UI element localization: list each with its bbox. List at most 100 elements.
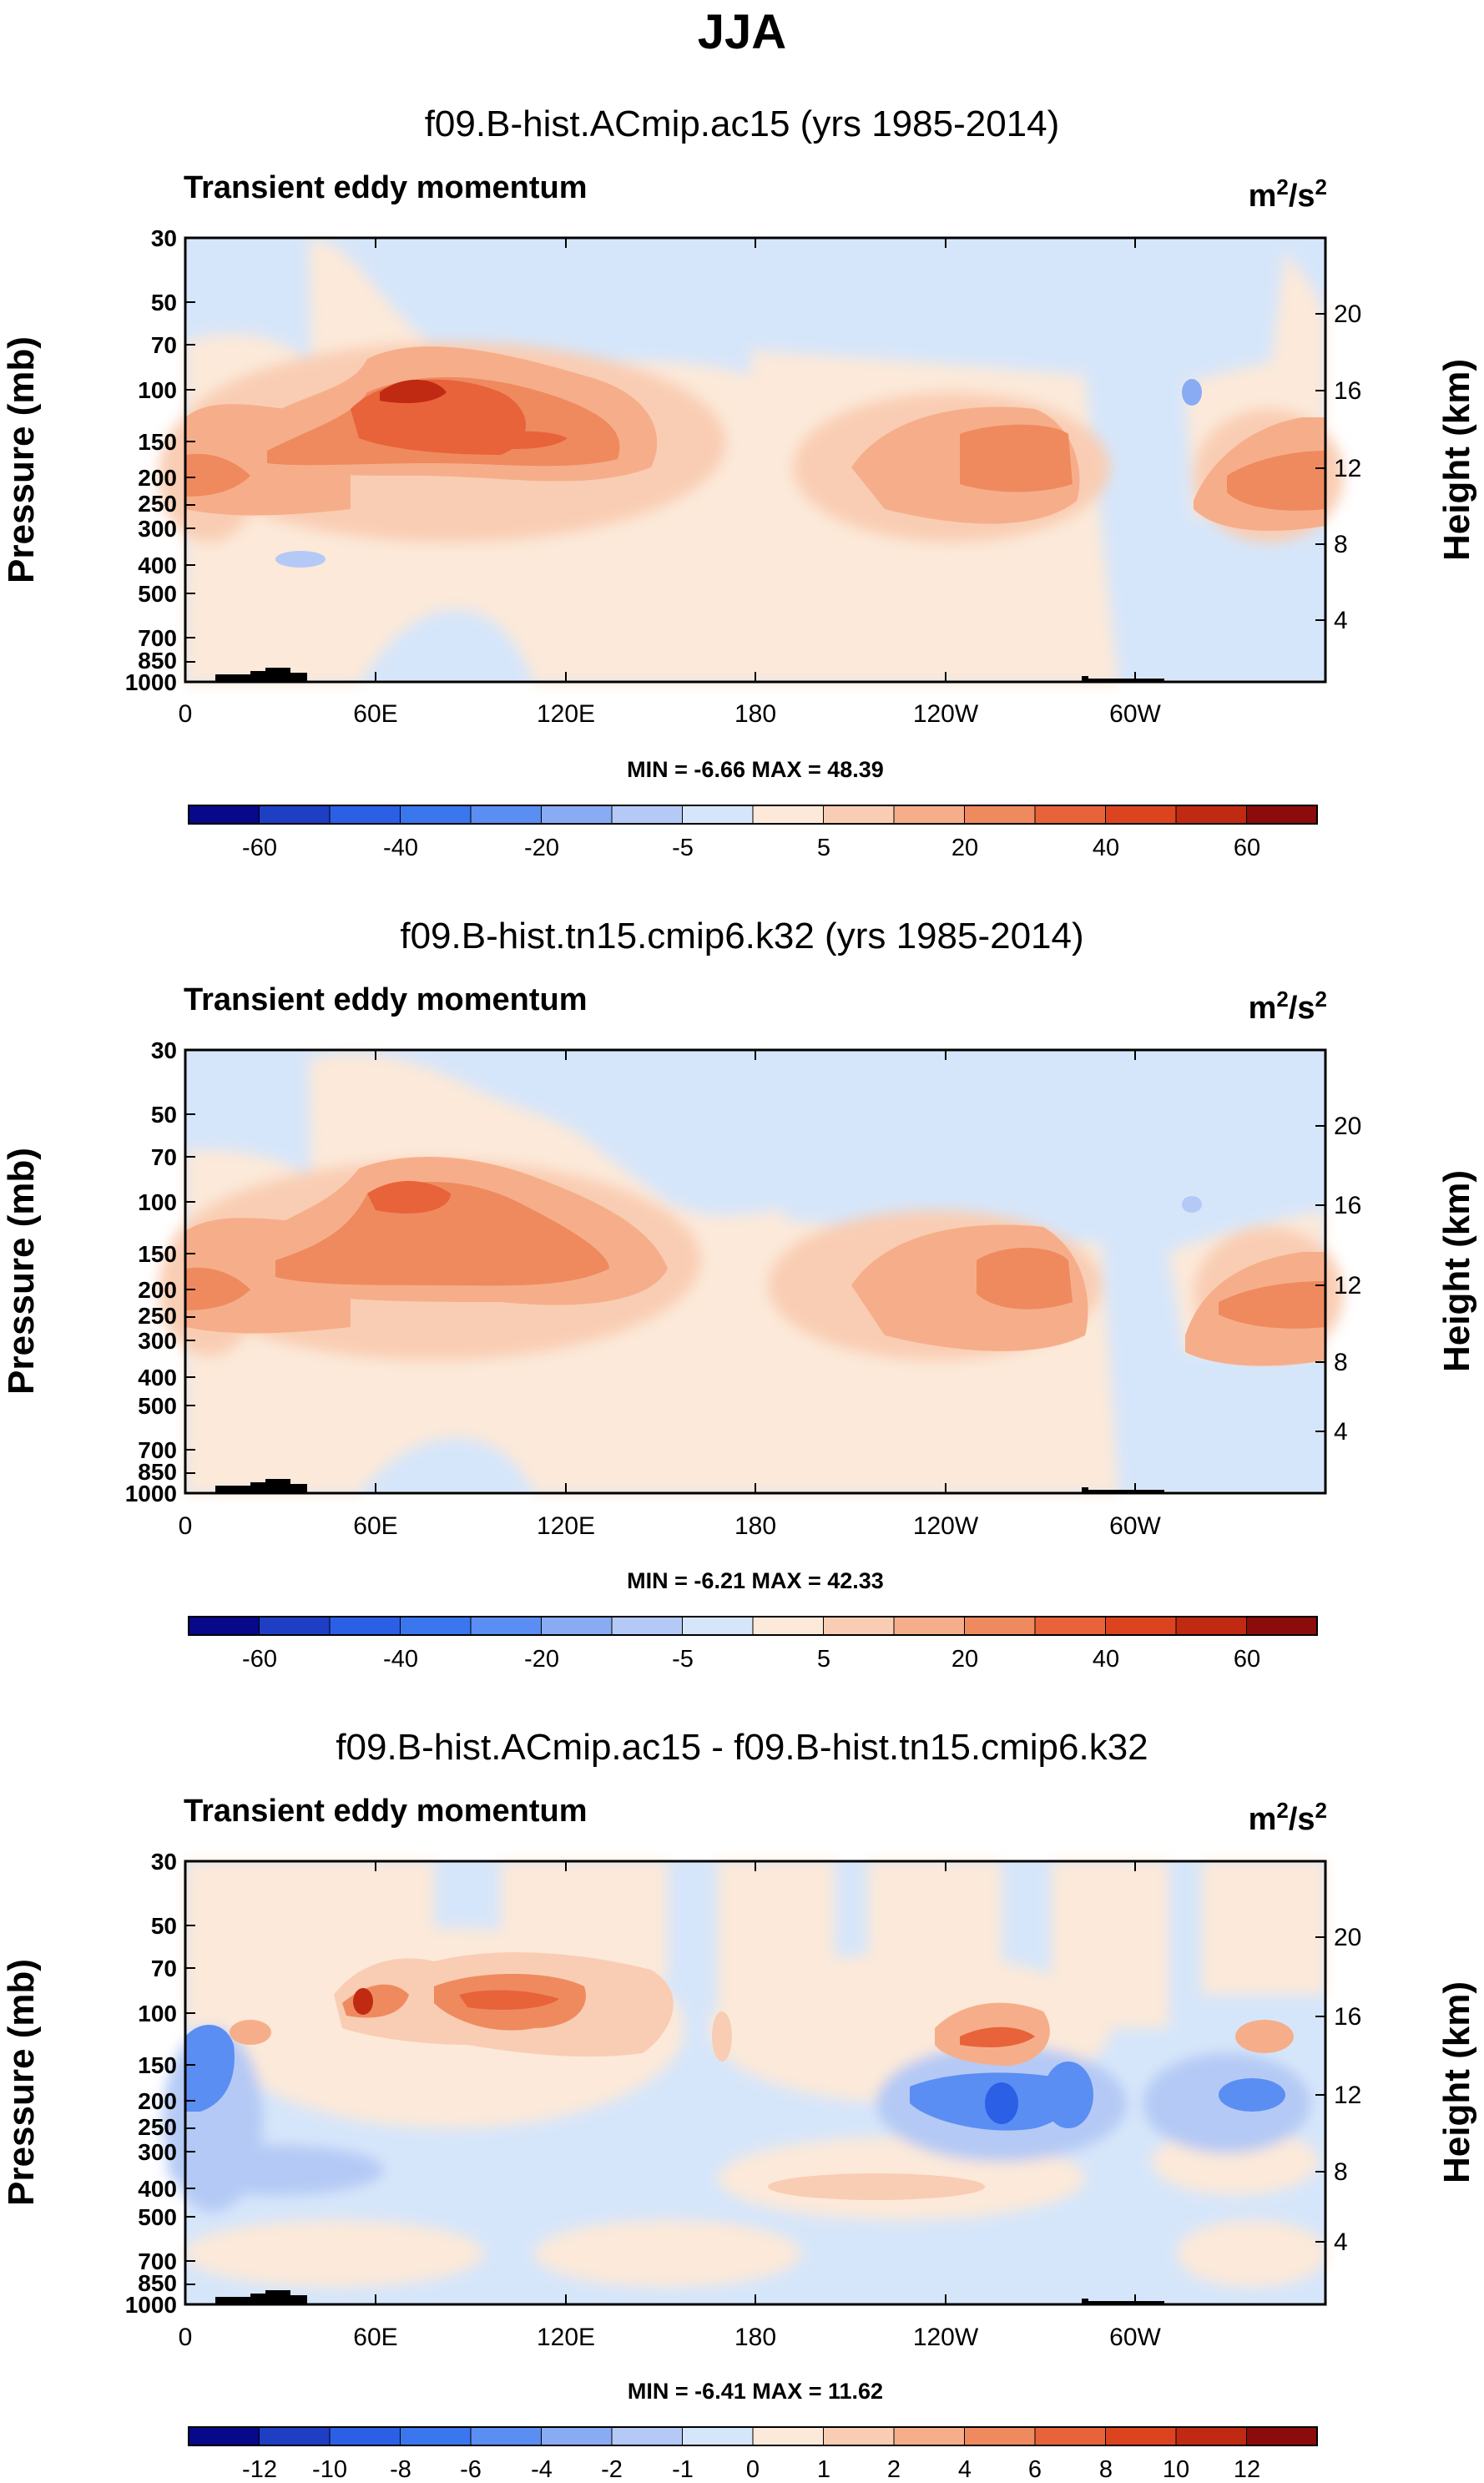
colorbar-label: 20 bbox=[951, 1646, 978, 1673]
colorbar-box bbox=[470, 1616, 543, 1636]
colorbar-box bbox=[611, 1616, 684, 1636]
colorbar-label: -6 bbox=[460, 2456, 482, 2483]
field-band bbox=[1177, 2220, 1327, 2287]
contour-fill bbox=[230, 2020, 271, 2045]
pressure-tick-label: 400 bbox=[138, 2176, 177, 2202]
y-axis-right-label: Height (km) bbox=[1436, 1981, 1477, 2183]
height-tick-label: 4 bbox=[1334, 1418, 1348, 1446]
colorbar-box bbox=[964, 2426, 1036, 2446]
contour-fill bbox=[1219, 1281, 1325, 1329]
colorbar-label: 12 bbox=[1234, 2456, 1260, 2483]
height-tick-label: 16 bbox=[1334, 377, 1361, 405]
topography bbox=[1082, 1487, 1164, 1493]
colorbar-label: 5 bbox=[817, 1646, 830, 1673]
colorbar-label: 40 bbox=[1093, 835, 1119, 861]
height-tick-label: 20 bbox=[1334, 1924, 1361, 1951]
colorbar-label: -5 bbox=[672, 835, 694, 861]
pressure-tick-label: 200 bbox=[138, 2088, 177, 2114]
colorbar-box bbox=[470, 2426, 543, 2446]
colorbar-label: 6 bbox=[1028, 2456, 1042, 2483]
contour-fill bbox=[380, 380, 447, 403]
colorbar-box bbox=[611, 805, 684, 825]
pressure-tick-label: 700 bbox=[138, 1437, 177, 1463]
colorbar-boxes bbox=[188, 805, 1318, 825]
height-axis: 20 16 12 8 4 Height (km) bbox=[1315, 1924, 1477, 2256]
colorbar-box bbox=[823, 805, 895, 825]
pressure-tick-label: 70 bbox=[151, 332, 177, 358]
x-tick-label: 180 bbox=[734, 2324, 776, 2351]
contour-fill bbox=[985, 2082, 1018, 2124]
min-max-stats: MIN = -6.66 MAX = 48.39 bbox=[627, 757, 884, 782]
x-tick-label: 60E bbox=[353, 700, 397, 728]
colorbar-box bbox=[400, 805, 472, 825]
colorbar-box bbox=[1034, 2426, 1107, 2446]
contour-fill bbox=[353, 1988, 373, 2015]
x-tick-label: 0 bbox=[179, 1512, 193, 1540]
colorbar-box bbox=[752, 2426, 825, 2446]
pressure-tick-label: 150 bbox=[138, 1241, 177, 1267]
colorbar-box bbox=[541, 1616, 613, 1636]
pressure-tick-label: 100 bbox=[138, 2001, 177, 2026]
pressure-tick-label: 500 bbox=[138, 2204, 177, 2230]
pressure-tick-label: 100 bbox=[138, 1189, 177, 1215]
pressure-tick-label: 250 bbox=[138, 491, 177, 517]
x-tick-label: 60E bbox=[353, 2324, 397, 2351]
colorbar-box bbox=[611, 2426, 684, 2446]
colorbar-label: 1 bbox=[817, 2456, 830, 2483]
colorbar-box bbox=[752, 805, 825, 825]
pressure-tick-label: 300 bbox=[138, 2139, 177, 2165]
colorbar-label: -4 bbox=[531, 2456, 553, 2483]
colorbar-box bbox=[259, 2426, 331, 2446]
height-axis: 20 16 12 8 4 Height (km) bbox=[1315, 300, 1477, 634]
field-band bbox=[184, 2220, 484, 2287]
colorbar-box bbox=[893, 1616, 966, 1636]
pressure-tick-label: 700 bbox=[138, 625, 177, 651]
pressure-tick-label: 70 bbox=[151, 1144, 177, 1170]
colorbar-label: 5 bbox=[817, 835, 830, 861]
colorbar-boxes bbox=[188, 1616, 1318, 1636]
contour-fill bbox=[977, 1248, 1073, 1310]
colorbar-box bbox=[893, 805, 966, 825]
colorbar-label: -20 bbox=[524, 1646, 559, 1673]
pressure-tick-label: 100 bbox=[138, 377, 177, 403]
pressure-tick-label: 500 bbox=[138, 581, 177, 607]
colorbar-label: 8 bbox=[1099, 2456, 1113, 2483]
pressure-tick-label: 50 bbox=[151, 1913, 177, 1939]
colorbar-label: 60 bbox=[1234, 1646, 1260, 1673]
pressure-axis: 30 50 70 100 150 200 250 300 400 500 700… bbox=[1, 225, 195, 695]
colorbar-box bbox=[188, 1616, 260, 1636]
min-max-stats: MIN = -6.41 MAX = 11.62 bbox=[628, 2379, 883, 2404]
colorbar-box bbox=[1105, 2426, 1177, 2446]
pressure-tick-label: 200 bbox=[138, 465, 177, 491]
colorbar-box bbox=[964, 1616, 1036, 1636]
contour-fill bbox=[960, 424, 1073, 492]
colorbar-frame bbox=[188, 2426, 1318, 2446]
field-band bbox=[534, 2220, 801, 2287]
panel-1: f09.B-hist.ACmip.ac15 (yrs 1985-2014) Tr… bbox=[1, 103, 1477, 861]
x-axis: 0 60E 120E 180 120W 60W bbox=[179, 238, 1162, 728]
x-tick-label: 60W bbox=[1109, 700, 1161, 728]
colorbar-box bbox=[188, 805, 260, 825]
contour-fill bbox=[1219, 2078, 1285, 2112]
colorbar-label: 60 bbox=[1234, 835, 1260, 861]
x-tick-label: 180 bbox=[734, 1512, 776, 1540]
x-tick-label: 120W bbox=[913, 1512, 979, 1540]
colorbar-box bbox=[823, 1616, 895, 1636]
colorbar-box bbox=[682, 2426, 754, 2446]
pressure-tick-label: 50 bbox=[151, 1102, 177, 1128]
colorbar: -12 -10 -8 -6 -4 -2 -1 0 1 2 4 6 8 10 12 bbox=[188, 2426, 1318, 2483]
pressure-tick-label: 50 bbox=[151, 290, 177, 315]
colorbar-box bbox=[541, 805, 613, 825]
colorbar-frame bbox=[188, 1616, 1318, 1636]
colorbar-box bbox=[188, 2426, 260, 2446]
height-tick-label: 16 bbox=[1334, 1192, 1361, 1219]
colorbar-label: 20 bbox=[951, 835, 978, 861]
colorbar-box bbox=[964, 805, 1036, 825]
pressure-tick-label: 200 bbox=[138, 1277, 177, 1303]
height-tick-label: 12 bbox=[1334, 455, 1361, 482]
colorbar: -60 -40 -20 -5 5 20 40 60 bbox=[188, 1616, 1318, 1673]
topography bbox=[1082, 2299, 1164, 2304]
min-max-stats: MIN = -6.21 MAX = 42.33 bbox=[627, 1568, 884, 1593]
colorbar-label: 2 bbox=[887, 2456, 901, 2483]
